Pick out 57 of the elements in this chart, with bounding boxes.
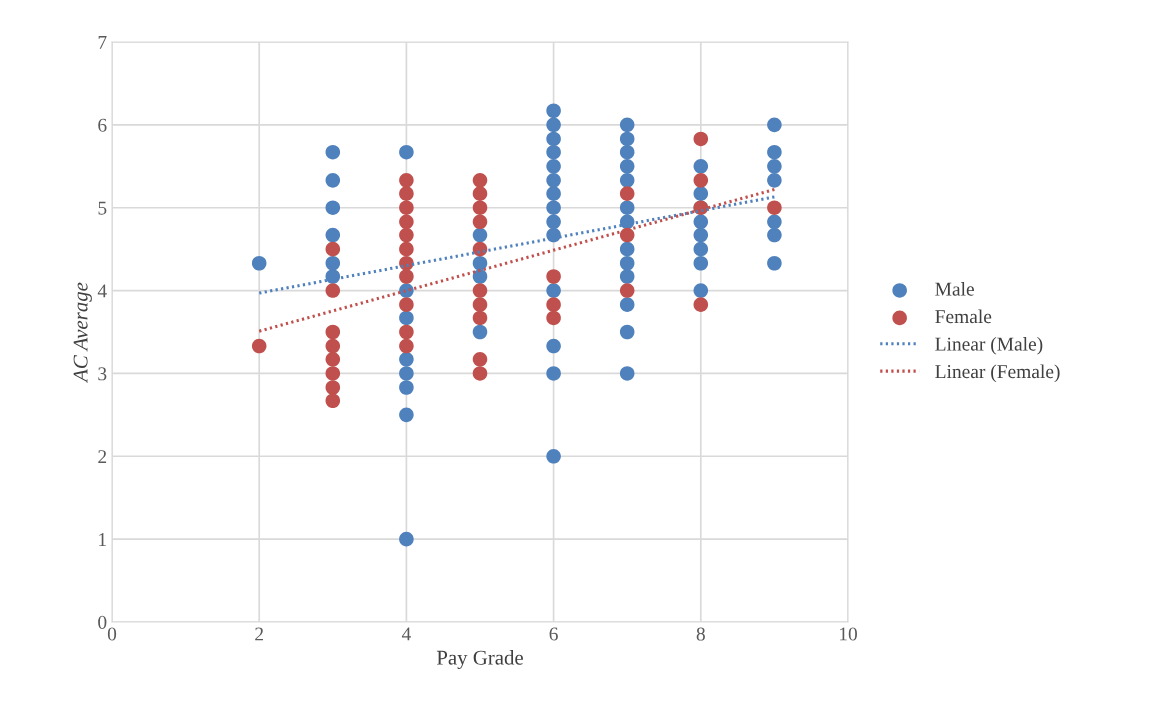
point	[325, 338, 341, 354]
legend-label: Female	[935, 309, 992, 324]
point	[325, 283, 341, 298]
point	[472, 214, 488, 230]
legend-label: Male	[935, 282, 974, 296]
point	[472, 366, 488, 381]
point	[546, 310, 561, 326]
point	[619, 186, 635, 201]
point	[472, 352, 488, 367]
point	[472, 297, 488, 312]
point	[399, 200, 414, 215]
point	[472, 200, 488, 215]
x-tick-label: 6	[549, 627, 558, 641]
point	[693, 173, 709, 188]
x-tick-label: 0	[107, 627, 117, 641]
x-tick-label: 4	[401, 627, 411, 641]
x-tick-label: 10	[839, 627, 857, 641]
point	[399, 173, 414, 188]
point	[399, 269, 414, 284]
x-tick-label: 2	[255, 627, 263, 641]
point	[472, 283, 488, 298]
point	[399, 324, 414, 340]
legend-label: Linear (Male)	[935, 336, 1043, 355]
y-tick-label: 4	[97, 284, 107, 298]
point	[472, 173, 488, 188]
point	[325, 366, 341, 381]
point	[693, 297, 709, 312]
y-tick-label: 1	[99, 533, 106, 546]
point	[325, 352, 341, 367]
point	[546, 269, 561, 284]
point	[619, 283, 635, 298]
point	[399, 241, 414, 257]
x-axis-title: Pay Grade	[436, 650, 523, 669]
y-tick-label: 0	[98, 615, 107, 629]
point	[325, 241, 341, 257]
y-axis-title: AC Average	[73, 282, 92, 383]
y-tick-label: 3	[98, 367, 107, 381]
point	[693, 131, 709, 147]
y-tick-label: 6	[98, 118, 107, 132]
point	[251, 338, 267, 354]
point	[399, 227, 414, 243]
x-tick-label: 8	[696, 627, 705, 641]
y-tick-label: 5	[98, 201, 107, 215]
point	[472, 310, 488, 326]
point	[399, 214, 414, 230]
point	[325, 380, 341, 395]
point	[546, 297, 561, 312]
point	[325, 393, 341, 409]
point	[399, 186, 414, 201]
point	[472, 186, 488, 201]
point	[325, 324, 341, 340]
y-tick-label: 7	[98, 36, 107, 49]
point	[399, 297, 414, 312]
point	[399, 338, 414, 354]
y-tick-label: 2	[98, 450, 107, 464]
legend-label: Linear (Female)	[935, 364, 1060, 383]
point	[767, 200, 782, 215]
